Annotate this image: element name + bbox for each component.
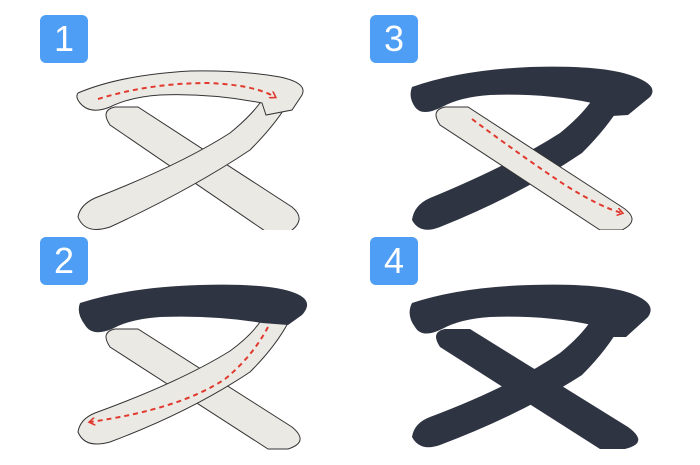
character-diagram bbox=[77, 284, 308, 450]
step-number-badge: 4 bbox=[370, 237, 418, 285]
step-number-badge: 3 bbox=[370, 15, 418, 63]
stroke-3-direction-arrow bbox=[90, 326, 269, 422]
stroke-1-completed bbox=[409, 284, 651, 337]
stroke-1-direction-arrow bbox=[97, 81, 275, 100]
stroke-order-step-3: 3 bbox=[360, 15, 670, 230]
stroke-1-outline bbox=[76, 70, 304, 116]
step-number-badge: 1 bbox=[40, 15, 88, 63]
stroke-3-outline bbox=[77, 318, 289, 445]
character-diagram bbox=[76, 70, 304, 230]
step-number-badge: 2 bbox=[40, 237, 88, 285]
stroke-order-step-4: 4 bbox=[360, 237, 670, 452]
stroke-2-outline bbox=[435, 106, 633, 230]
stroke-order-step-2: 2 bbox=[30, 237, 340, 452]
character-diagram bbox=[409, 284, 651, 449]
stroke-3-outline bbox=[77, 99, 289, 230]
stroke-order-step-1: 1 bbox=[30, 15, 340, 230]
stroke-2-direction-arrow bbox=[471, 118, 622, 213]
character-diagram bbox=[410, 66, 653, 230]
stroke-1-completed bbox=[410, 66, 653, 117]
stroke-3-completed bbox=[412, 319, 622, 448]
stroke-1-completed bbox=[78, 284, 308, 333]
